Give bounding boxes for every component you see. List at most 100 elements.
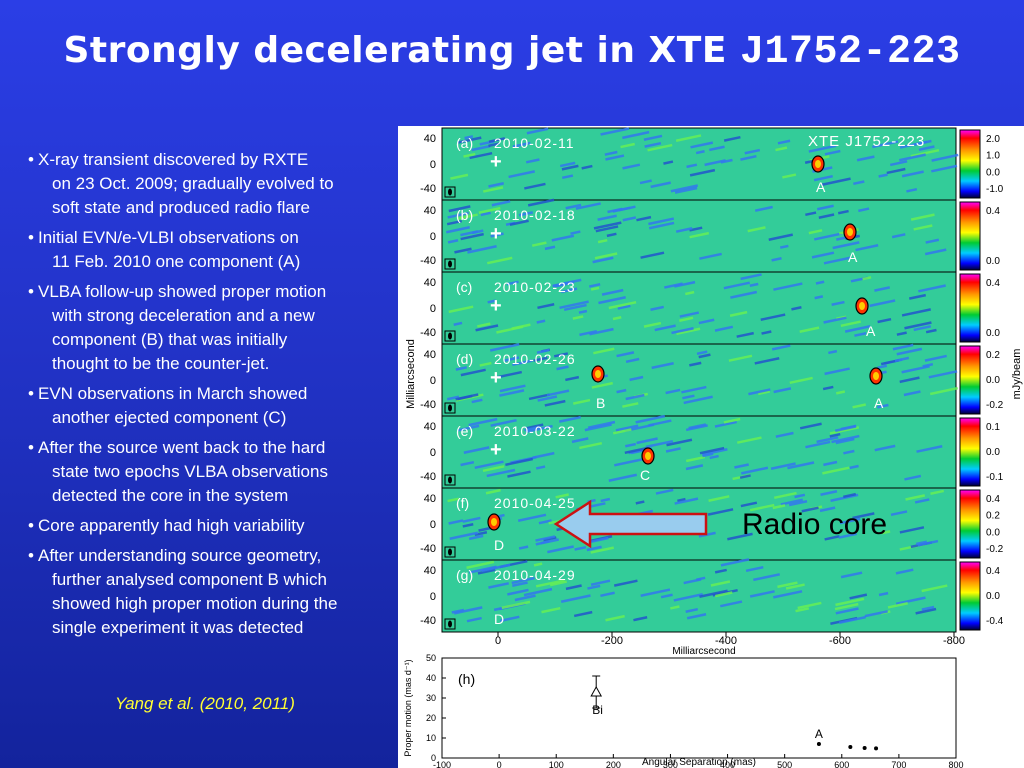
- data-point: [862, 746, 867, 750]
- colorbar-tick: 1.0: [986, 151, 1000, 162]
- y-tick-label: 40: [424, 493, 436, 505]
- bullet-text-line: soft state and produced radio flare: [52, 198, 310, 217]
- bullet-text-line: detected the core in the system: [52, 486, 289, 505]
- radio-core-arrow: [553, 499, 708, 549]
- bullet-text: Core apparently had high variability: [38, 516, 305, 535]
- x-tick-label: -800: [943, 635, 965, 647]
- y-axis-label: Milliarcsecond: [405, 339, 417, 409]
- bullet-item: After understanding source geometry, furt…: [28, 544, 398, 640]
- panel-date: 2010-04-29: [494, 567, 576, 583]
- bullet-item: VLBA follow-up showed proper motion with …: [28, 280, 398, 376]
- y-tick-label: 0: [430, 303, 436, 315]
- bullet-text-line: with strong deceleration and a new: [52, 306, 315, 325]
- data-point: [848, 745, 853, 749]
- bullet-text-line: thought to be the counter-jet.: [52, 354, 270, 373]
- bullet-item: X-ray transient discovered by RXTE on 23 …: [28, 148, 398, 220]
- y-tick-label: -40: [420, 615, 436, 627]
- colorbar-unit: mJy/beam: [1011, 349, 1023, 400]
- colorbar: [959, 561, 981, 631]
- h-x-tick: 400: [720, 760, 735, 768]
- colorbar-tick: -0.2: [986, 400, 1004, 411]
- bullet-list: X-ray transient discovered by RXTE on 23 …: [28, 148, 398, 646]
- colorbar-tick: 0.0: [986, 256, 1000, 267]
- x-tick-label: -600: [829, 635, 851, 647]
- core-cross: +: [490, 439, 502, 461]
- y-tick-label: 0: [430, 519, 436, 531]
- bullet-text-line: showed high proper motion during the: [52, 594, 338, 613]
- y-tick-label: 40: [424, 133, 436, 145]
- x-tick-label: 0: [495, 635, 501, 647]
- h-panel-label: (h): [458, 671, 475, 687]
- y-tick-label: 0: [430, 159, 436, 171]
- panel-tag: (e): [456, 423, 473, 439]
- title-main: Strongly decelerating jet in XTE: [63, 30, 727, 71]
- y-tick-label: 40: [424, 277, 436, 289]
- x-tick-label: -200: [601, 635, 623, 647]
- y-tick-label: -40: [420, 399, 436, 411]
- x-axis-label: Milliarcsecond: [672, 646, 735, 657]
- panel-tag: (b): [456, 207, 473, 223]
- map-panel: + (a) 2010-02-11 A 40 0 -40 2.0 1.0 0.0 -1.0: [420, 127, 1004, 201]
- y-tick-label: 0: [430, 375, 436, 387]
- core-cross: +: [490, 151, 502, 173]
- title-source: J1752-223: [740, 30, 961, 75]
- source-label: XTE J1752-223: [808, 133, 925, 150]
- bullet-text: After the source went back to the hard: [38, 438, 326, 457]
- colorbar-tick: 0.0: [986, 447, 1000, 458]
- colorbar-tick: 0.4: [986, 494, 1000, 505]
- colorbar: [959, 417, 981, 487]
- h-y-tick: 30: [426, 693, 436, 703]
- map-panel: (f) 2010-04-25 D 40 0 -40 0.4 0.2 0.0 -0.2: [420, 487, 1004, 561]
- h-x-tick: 300: [663, 760, 678, 768]
- h-y-tick: 40: [426, 673, 436, 683]
- bullet-text-line: on 23 Oct. 2009; gradually evolved to: [52, 174, 334, 193]
- y-tick-label: 40: [424, 349, 436, 361]
- colorbar: [959, 345, 981, 415]
- map-panel: (g) 2010-04-29 D 40 0 -40 0.4 0.0 -0.4: [420, 558, 1004, 633]
- y-tick-label: 0: [430, 447, 436, 459]
- bullet-text: EVN observations in March showed: [38, 384, 308, 403]
- colorbar: [959, 489, 981, 559]
- colorbar-tick: 0.4: [986, 206, 1000, 217]
- y-tick-label: 0: [430, 591, 436, 603]
- radio-core-label: Radio core: [742, 508, 887, 541]
- y-tick-label: 40: [424, 421, 436, 433]
- y-tick-label: 0: [430, 231, 436, 243]
- y-tick-label: -40: [420, 183, 436, 195]
- colorbar-tick: 0.0: [986, 167, 1000, 178]
- h-y-tick: 20: [426, 713, 436, 723]
- y-tick-label: -40: [420, 543, 436, 555]
- colorbar-tick: -0.2: [986, 544, 1004, 555]
- h-y-label: Proper motion (mas d⁻¹): [403, 659, 413, 756]
- h-y-tick: 50: [426, 653, 436, 663]
- bullet-text: After understanding source geometry,: [38, 546, 322, 565]
- colorbar-tick: -0.1: [986, 472, 1004, 483]
- map-panel: + (c) 2010-02-23 A 40 0 -40 0.4 0.0: [420, 271, 1000, 345]
- bullet-text-line: state two epochs VLBA observations: [52, 462, 328, 481]
- y-tick-label: -40: [420, 327, 436, 339]
- y-tick-label: 40: [424, 205, 436, 217]
- bullet-text-line: 11 Feb. 2010 one component (A): [52, 252, 301, 271]
- data-point: Bi: [590, 675, 603, 717]
- panel-date: 2010-02-18: [494, 207, 576, 223]
- bullet-text-line: single experiment it was detected: [52, 618, 304, 637]
- core-cross: +: [490, 295, 502, 317]
- colorbar-tick: 0.4: [986, 566, 1000, 577]
- map-panel: + (d) 2010-02-26 B A 40 0 -40 0.2 0.0 -0.2: [420, 343, 1004, 417]
- h-x-tick: 200: [606, 760, 621, 768]
- bullet-item: After the source went back to the hard st…: [28, 436, 398, 508]
- component-label: A: [874, 395, 884, 411]
- colorbar: [959, 201, 981, 271]
- panel-tag: (g): [456, 567, 473, 583]
- h-x-tick: 700: [891, 760, 906, 768]
- panel-tag: (d): [456, 351, 473, 367]
- bullet-text: Initial EVN/e-VLBI observations on: [38, 228, 299, 247]
- h-x-tick: 500: [777, 760, 792, 768]
- colorbar-tick: 0.0: [986, 591, 1000, 602]
- h-x-tick: -100: [433, 760, 451, 768]
- h-x-tick: 800: [948, 760, 963, 768]
- x-tick-label: -400: [715, 635, 737, 647]
- bullet-item: Core apparently had high variability: [28, 514, 398, 538]
- h-y-tick: 10: [426, 733, 436, 743]
